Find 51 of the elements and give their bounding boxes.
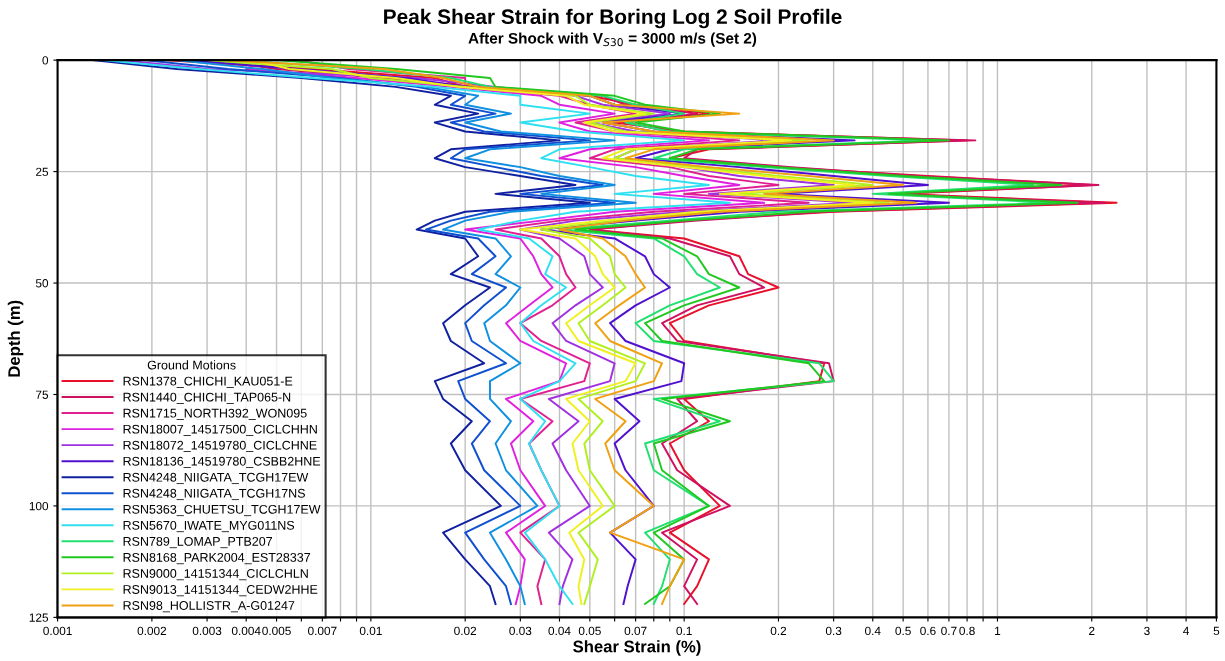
x-tick-label: 0.04 bbox=[548, 626, 571, 636]
legend-label: RSN18007_14517500_CICLCHHN bbox=[123, 424, 317, 436]
x-tick-label: 0.2 bbox=[770, 626, 787, 636]
legend-label: RSN4248_NIIGATA_TCGH17EW bbox=[123, 472, 309, 485]
legend-label: RSN1440_CHICHI_TAP065-N bbox=[123, 392, 291, 404]
legend-label: RSN5670_IWATE_MYG011NS bbox=[123, 520, 295, 533]
legend-label: RSN1378_CHICHI_KAU051-E bbox=[123, 376, 293, 388]
x-tick-label: 1 bbox=[995, 626, 1001, 635]
chart-title: Peak Shear Strain for Boring Log 2 Soil Profile bbox=[384, 8, 842, 29]
y-tick-label: 0 bbox=[42, 56, 49, 65]
legend-label: RSN9000_14151344_CICLCHLN bbox=[123, 569, 308, 581]
x-tick-label: 0.007 bbox=[308, 626, 337, 636]
x-axis-title: Shear Strain (%) bbox=[573, 640, 701, 656]
x-tick-label: 5 bbox=[1213, 626, 1220, 636]
x-tick-label: 0.4 bbox=[865, 626, 881, 636]
chart-subtitle: After Shock with V$_{S30}$ = 3000 m/s (Set 2) bbox=[468, 32, 757, 47]
x-tick-label: 4 bbox=[1183, 626, 1189, 635]
y-tick-label: 50 bbox=[35, 279, 49, 288]
x-tick-label: 0.02 bbox=[454, 626, 477, 636]
x-tick-label: 2 bbox=[1089, 626, 1095, 635]
x-tick-label: 0.002 bbox=[137, 626, 167, 636]
x-tick-label: 0.7 bbox=[941, 626, 957, 636]
legend-label: RSN1715_NORTH392_WON095 bbox=[123, 408, 307, 420]
x-tick-label: 0.07 bbox=[624, 626, 647, 636]
y-tick-label: 75 bbox=[36, 390, 49, 399]
legend-label: RSN18136_14519780_CSBB2HNE bbox=[123, 456, 321, 469]
x-tick-label: 0.6 bbox=[920, 626, 936, 636]
x-tick-label: 3 bbox=[1144, 626, 1150, 636]
y-tick-label: 100 bbox=[29, 501, 49, 511]
x-tick-label: 0.8 bbox=[959, 626, 975, 636]
x-tick-label: 0.01 bbox=[359, 626, 382, 636]
y-tick-label: 25 bbox=[36, 167, 49, 176]
x-tick-label: 0.004 bbox=[231, 626, 261, 636]
legend-label: RSN4248_NIIGATA_TCGH17NS bbox=[123, 488, 305, 501]
x-tick-label: 0.5 bbox=[895, 626, 911, 636]
legend-label: RSN8168_PARK2004_EST28337 bbox=[123, 552, 311, 565]
legend-label: RSN9013_14151344_CEDW2HHE bbox=[123, 585, 318, 597]
x-tick-label: 0.001 bbox=[43, 626, 72, 636]
legend-title: Ground Motions bbox=[147, 360, 236, 370]
y-axis-title: Depth (m) bbox=[7, 300, 24, 377]
x-tick-label: 0.3 bbox=[825, 626, 842, 636]
legend-label: RSN789_LOMAP_PTB207 bbox=[123, 536, 273, 549]
legend-label: RSN5363_CHUETSU_TCGH17EW bbox=[123, 504, 321, 517]
y-tick-label: 125 bbox=[29, 613, 49, 622]
legend-label: RSN98_HOLLISTR_A-G01247 bbox=[123, 601, 295, 613]
x-tick-label: 0.05 bbox=[578, 626, 601, 636]
legend-label: RSN18072_14519780_CICLCHNE bbox=[123, 440, 317, 452]
x-tick-label: 0.1 bbox=[676, 626, 692, 636]
x-tick-label: 0.003 bbox=[192, 626, 222, 636]
x-tick-label: 0.005 bbox=[262, 626, 291, 636]
x-tick-label: 0.03 bbox=[509, 626, 532, 636]
